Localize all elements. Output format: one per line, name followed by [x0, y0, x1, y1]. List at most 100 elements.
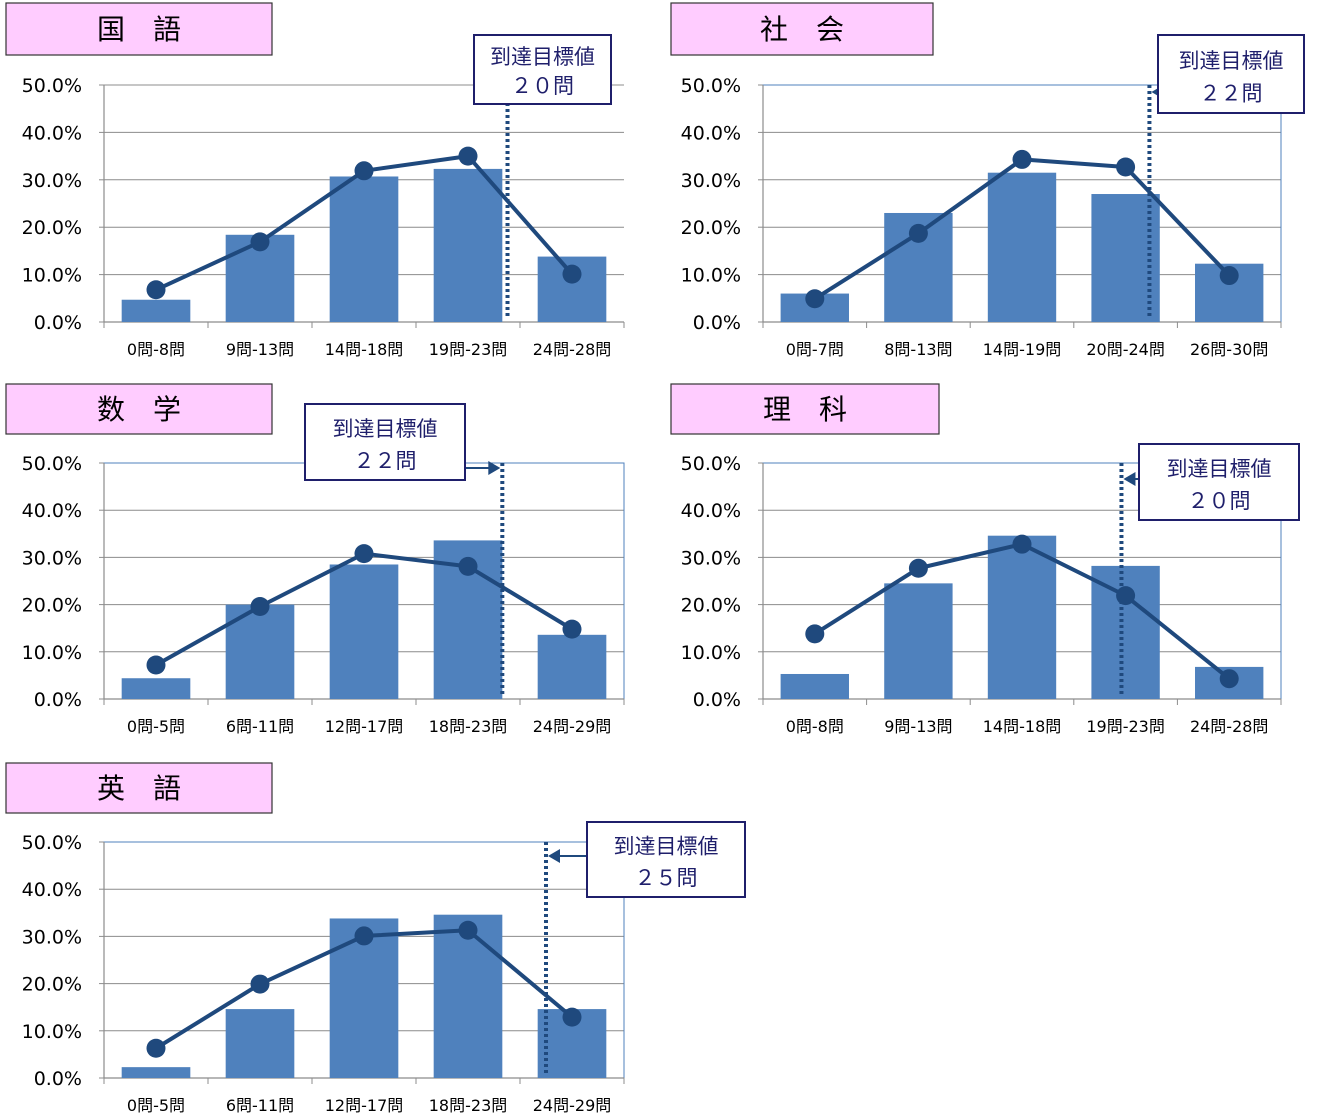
x-tick-label: 14問-18問 [983, 717, 1062, 736]
target-callout-box [1138, 443, 1300, 521]
y-tick-label: 20.0% [22, 595, 82, 617]
y-tick-label: 10.0% [22, 265, 82, 287]
chart-panel: 英 語 0.0% 10.0% 20.0% 30.0% 40.0% 50.0% 0問-5問 6問-… [5, 762, 746, 1115]
y-tick-label: 0.0% [34, 1068, 82, 1090]
line-point [146, 280, 166, 300]
bar [780, 673, 849, 699]
line-point [562, 1007, 582, 1027]
target-label: 到達目標値 [490, 45, 595, 69]
x-tick-label: 0問-8問 [127, 340, 185, 359]
line-point [562, 619, 582, 639]
bar [121, 678, 191, 699]
target-callout-box [586, 821, 746, 898]
target-value: ２０問 [511, 74, 574, 98]
line-point [1219, 669, 1239, 689]
line-point [354, 544, 374, 564]
bar [121, 1067, 191, 1078]
y-tick-label: 0.0% [693, 312, 741, 334]
chart-panel: 数 学 0.0% 10.0% 20.0% 30.0% 40.0% 50.0% 0問-5問 6問-… [5, 383, 625, 736]
y-tick-label: 50.0% [681, 453, 741, 475]
callout-arrowhead [1123, 472, 1136, 486]
line-point [250, 232, 270, 252]
callout-arrowhead [548, 849, 560, 863]
chart-title-box [670, 2, 934, 56]
y-tick-label: 20.0% [22, 217, 82, 239]
bar [225, 1009, 295, 1078]
bar [537, 634, 607, 699]
chart-panel: 社 会 0.0% 10.0% 20.0% 30.0% 40.0% 50.0% 0問-7問 8問-… [670, 2, 1305, 359]
chart-panel: 国 語 0.0% 10.0% 20.0% 30.0% 40.0% 50.0% 0問-8問 9問-… [5, 2, 625, 359]
chart-title: 国 語 [97, 13, 181, 46]
y-tick-label: 20.0% [681, 595, 741, 617]
x-tick-label: 12問-17問 [325, 717, 404, 736]
y-tick-label: 30.0% [22, 170, 82, 192]
line-point [458, 146, 478, 166]
x-tick-label: 20問-24問 [1086, 340, 1165, 359]
line-point [146, 1038, 166, 1058]
y-tick-label: 50.0% [22, 75, 82, 97]
target-callout-box [1157, 34, 1305, 114]
target-value: ２０問 [1188, 489, 1251, 513]
line-point [354, 926, 374, 946]
y-tick-label: 10.0% [22, 1021, 82, 1043]
y-tick-label: 0.0% [34, 689, 82, 711]
line-point [908, 223, 928, 243]
bar [433, 914, 503, 1078]
y-tick-label: 30.0% [22, 547, 82, 569]
y-tick-label: 10.0% [681, 265, 741, 287]
x-tick-label: 12問-17問 [325, 1096, 404, 1115]
callout-arrowhead [488, 461, 501, 475]
x-tick-label: 6問-11問 [226, 1096, 294, 1115]
target-label: 到達目標値 [614, 835, 719, 859]
line-point [1116, 586, 1136, 606]
x-tick-label: 14問-18問 [325, 340, 404, 359]
x-tick-label: 8問-13問 [884, 340, 952, 359]
y-tick-label: 40.0% [681, 122, 741, 144]
chart-title-box [5, 762, 273, 814]
y-tick-label: 30.0% [681, 547, 741, 569]
line-point [146, 655, 166, 675]
line-point [458, 556, 478, 576]
y-tick-label: 50.0% [22, 453, 82, 475]
bar [987, 535, 1057, 699]
y-tick-label: 40.0% [681, 500, 741, 522]
chart-title: 数 学 [97, 393, 181, 426]
x-tick-label: 0問-5問 [127, 717, 185, 736]
y-tick-label: 10.0% [681, 642, 741, 664]
target-label: 到達目標値 [1179, 49, 1284, 73]
y-tick-label: 10.0% [22, 642, 82, 664]
y-tick-label: 30.0% [22, 926, 82, 948]
bar [121, 299, 191, 322]
chart-panel: 理 科 0.0% 10.0% 20.0% 30.0% 40.0% 50.0% 0問-8問 9問-… [670, 383, 1300, 736]
x-tick-label: 24問-29問 [533, 1096, 612, 1115]
x-tick-label: 24問-28問 [533, 340, 612, 359]
x-tick-label: 14問-19問 [983, 340, 1062, 359]
x-tick-label: 9問-13問 [226, 340, 294, 359]
x-tick-label: 0問-8問 [786, 717, 844, 736]
y-tick-label: 20.0% [22, 974, 82, 996]
y-tick-label: 50.0% [22, 832, 82, 854]
target-callout-box [473, 34, 612, 105]
line-point [1012, 149, 1032, 169]
y-tick-label: 50.0% [681, 75, 741, 97]
x-tick-label: 6問-11問 [226, 717, 294, 736]
x-tick-label: 24問-28問 [1190, 717, 1269, 736]
line-point [805, 289, 825, 309]
chart-title: 理 科 [763, 393, 847, 426]
y-tick-label: 40.0% [22, 879, 82, 901]
y-tick-label: 40.0% [22, 122, 82, 144]
bar [329, 176, 399, 322]
y-tick-label: 0.0% [693, 689, 741, 711]
x-tick-label: 26問-30問 [1190, 340, 1269, 359]
target-value: ２２問 [1200, 82, 1263, 106]
x-tick-label: 18問-23問 [429, 717, 508, 736]
y-tick-label: 20.0% [681, 217, 741, 239]
y-tick-label: 30.0% [681, 170, 741, 192]
x-tick-label: 19問-23問 [429, 340, 508, 359]
line-point [1012, 534, 1032, 554]
target-label: 到達目標値 [1167, 457, 1272, 481]
line-point [250, 596, 270, 616]
chart-title: 英 語 [97, 772, 181, 805]
bar [884, 583, 953, 699]
